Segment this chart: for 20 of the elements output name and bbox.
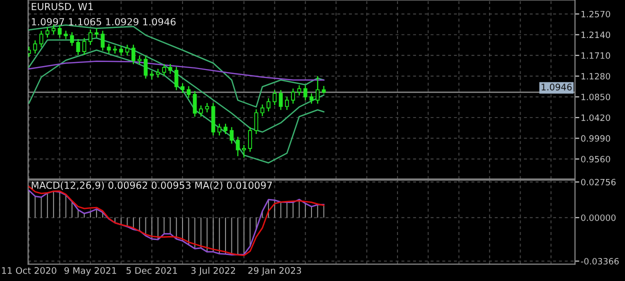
chart-title: EURUSD, W1 (32, 2, 93, 12)
x-tick-label: 9 May 2021 (64, 267, 116, 276)
y-tick-label: -0.03366 (580, 258, 619, 265)
y-tick-label: 0.02756 (581, 178, 616, 186)
y-tick-label: 1.0850 (582, 94, 610, 100)
y-tick-label: 0.00000 (581, 214, 616, 221)
x-tick-label: 3 Jul 2022 (191, 266, 236, 276)
y-tick-label: 0.9560 (581, 156, 610, 162)
ref-line-label: 1.0946 (542, 84, 572, 90)
y-tick-label: 1.1710 (582, 52, 610, 59)
chart-title: MACD(12,26,9) 0.00962 0.00953 MA(2) 0.010097 (32, 181, 272, 190)
x-tick-label: 29 Jan 2023 (248, 267, 301, 276)
y-tick-label: 1.2140 (582, 32, 610, 38)
y-tick-label: 1.2570 (582, 10, 610, 18)
text: 1.0997 1.1065 1.0929 1.0946 (32, 18, 176, 26)
y-tick-label: 1.1280 (582, 73, 610, 80)
y-tick-label: 1.0420 (582, 114, 610, 121)
x-tick-label: 11 Oct 2020 (2, 267, 56, 274)
x-tick-label: 5 Dec 2021 (126, 267, 177, 274)
y-tick-label: 0.9990 (581, 135, 610, 142)
